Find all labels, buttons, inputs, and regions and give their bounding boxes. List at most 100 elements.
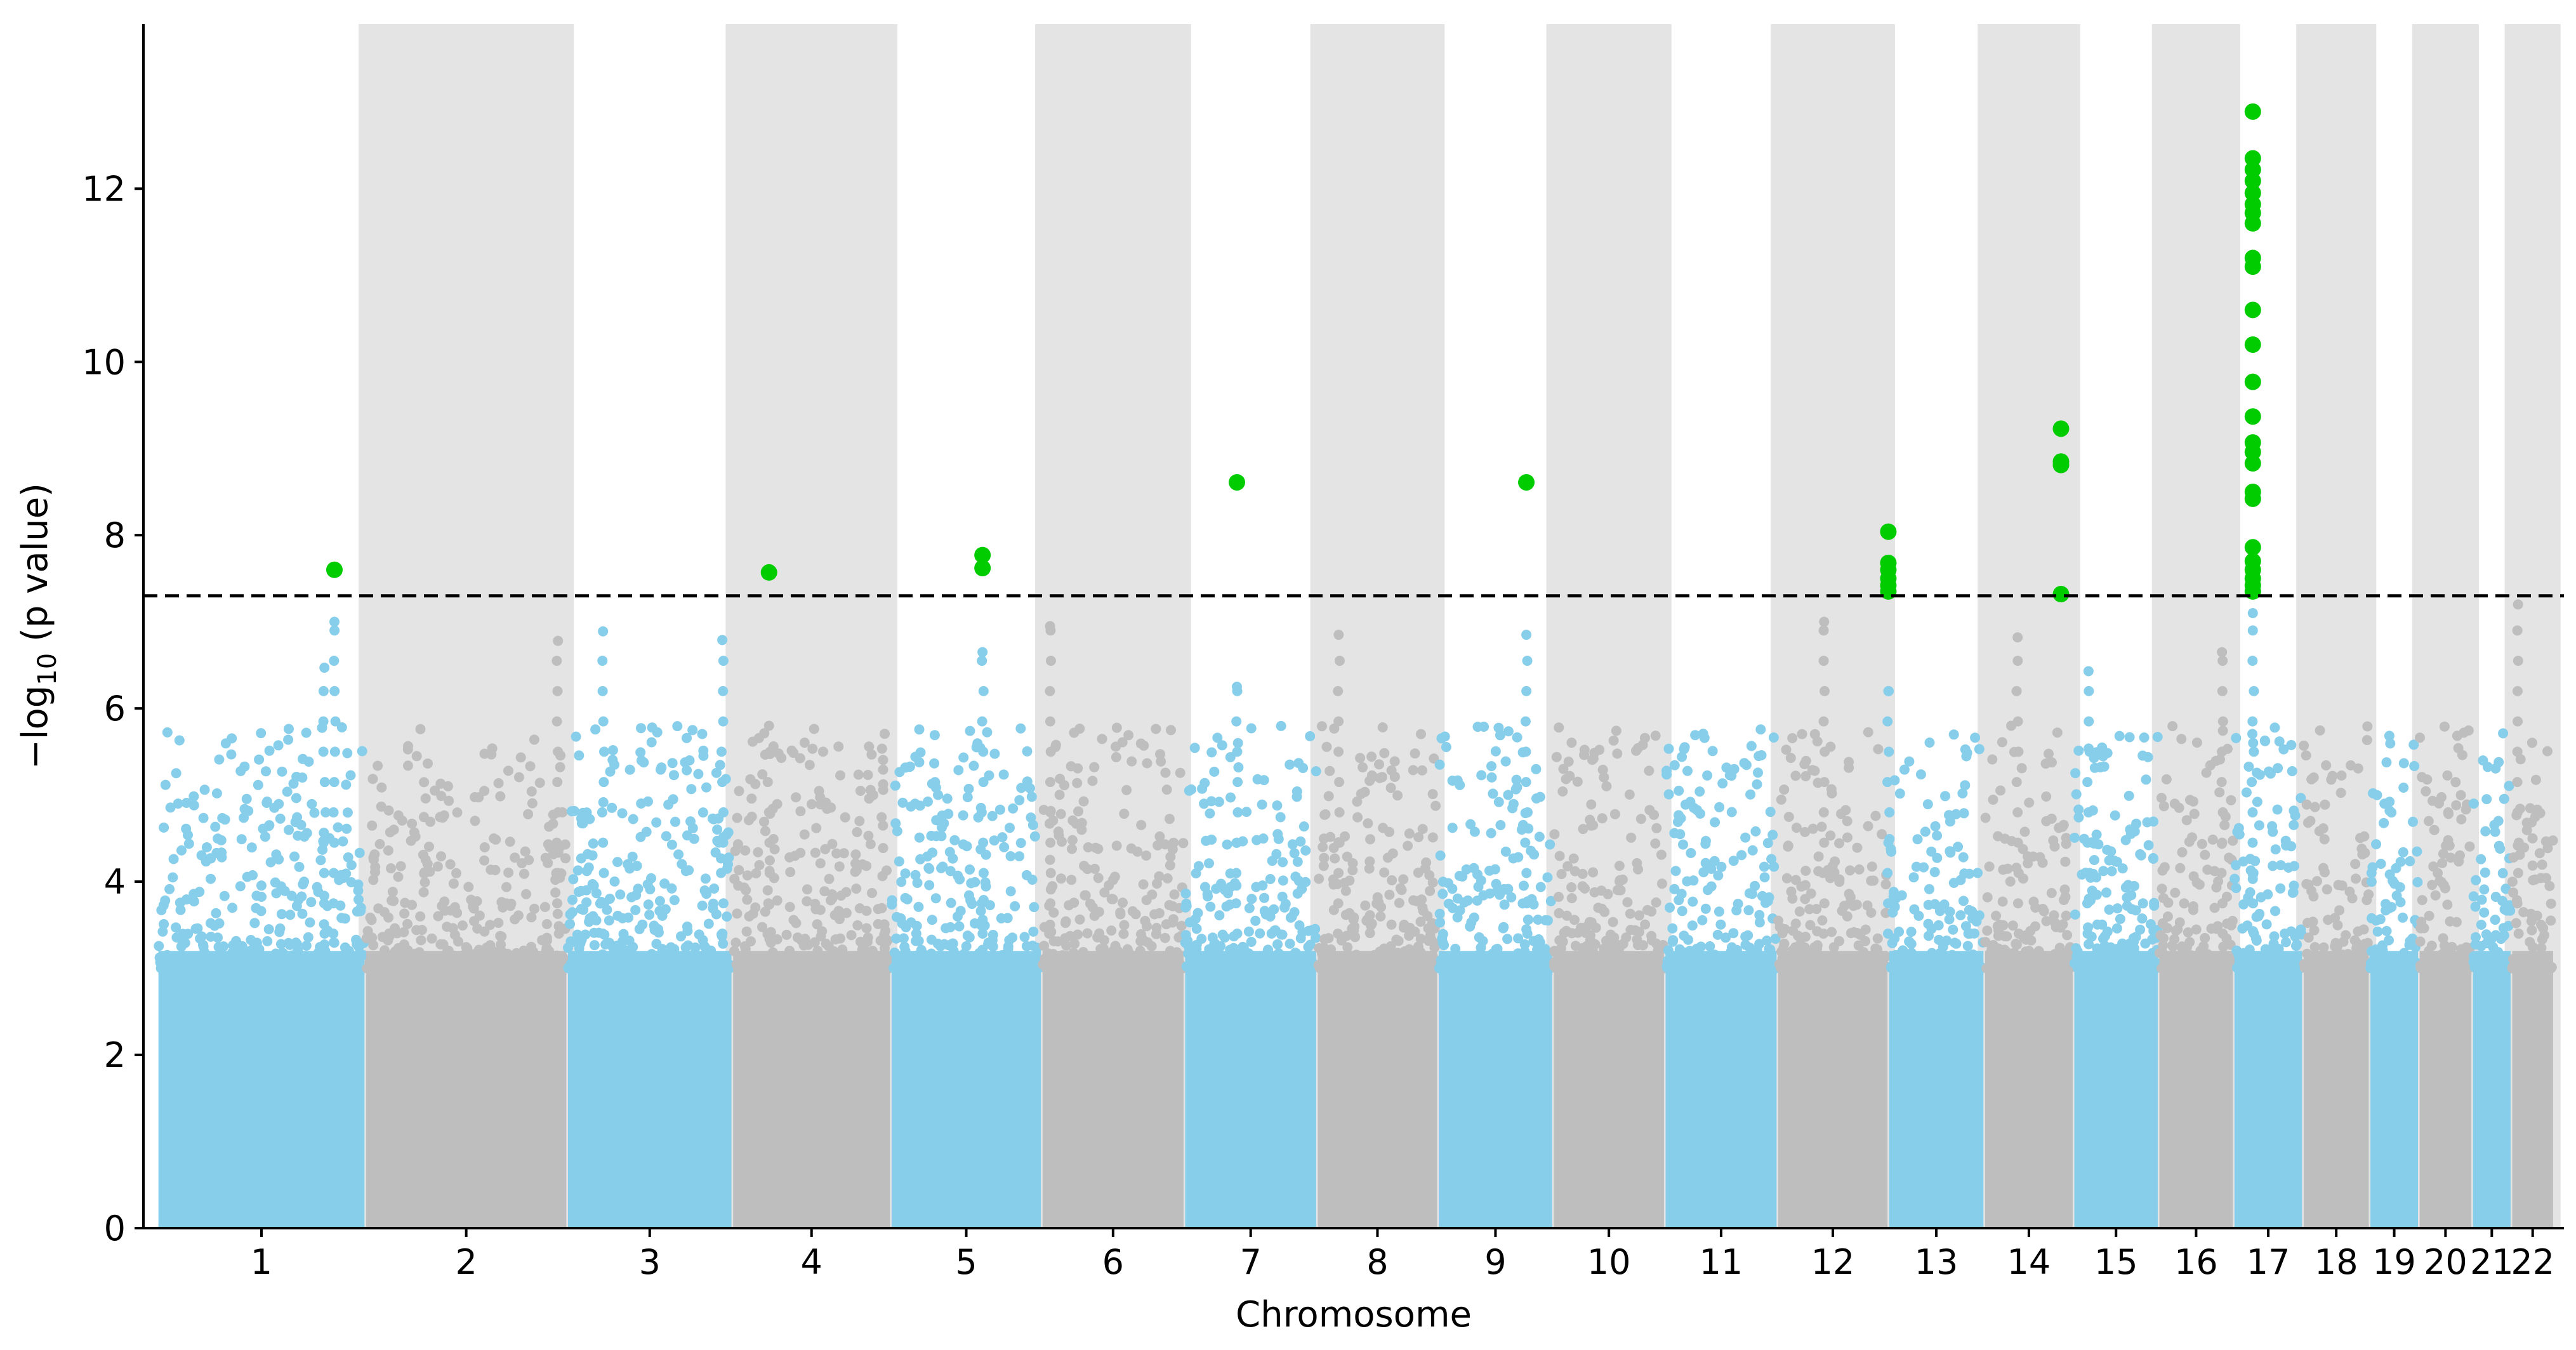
snp-point [2440,951,2450,962]
snp-point [393,810,404,821]
snp-point [982,727,993,738]
snp-point [2468,798,2479,809]
snp-point [2399,948,2410,958]
snp-point [1870,811,1881,821]
snp-point [572,865,583,876]
snp-points [154,599,2558,1228]
snp-point [763,807,774,817]
snp-point [1512,732,1522,743]
snp-point [1523,915,1534,925]
snp-point [407,899,417,910]
snp-point [2498,728,2509,739]
snp-point [997,832,1008,843]
snp-point [235,765,246,776]
snp-point [2236,963,2247,974]
snp-point [2217,928,2228,939]
snp-point [1078,796,1089,807]
snp-point [1637,940,1648,951]
snp-point [1965,928,1976,939]
snp-point [1545,839,1556,850]
snp-point [737,952,748,963]
snp-point [2289,880,2299,891]
snp-point [971,963,982,974]
snp-point [2512,625,2523,636]
snp-point [2092,919,2103,930]
snp-point [1863,727,1873,738]
snp-point [2098,934,2108,944]
snp-point [1955,910,1966,920]
snp-point [1111,722,1122,733]
snp-point [718,938,729,949]
snp-point [834,861,845,872]
x-tick-label: 10 [1587,1242,1631,1282]
snp-point [1142,758,1153,769]
snp-point [523,809,534,819]
snp-point [407,818,418,829]
snp-point [1873,960,1884,971]
snp-point [598,777,609,788]
snp-point [923,863,934,873]
snp-point [817,960,828,971]
snp-point [1745,959,1756,970]
snp-point [452,807,463,818]
snp-point [251,962,261,972]
snp-point [1153,840,1163,850]
snp-point [1535,791,1545,802]
snp-point [2375,962,2386,973]
snp-point [2312,876,2322,887]
snp-point [2055,922,2066,933]
snp-point [216,847,227,858]
snp-point [1167,963,1178,974]
snp-point [563,963,574,974]
snp-point [1588,820,1599,831]
snp-point [1912,834,1923,845]
snp-point [174,735,185,746]
snp-point [1180,937,1191,948]
snp-point [2508,852,2519,863]
snp-cloud-chr-1 [158,951,365,1228]
snp-point [1082,864,1093,875]
snp-point [2444,840,2455,851]
snp-point [2415,732,2425,743]
snp-point [2161,774,2172,784]
snp-point [1291,786,1302,797]
snp-point [634,923,645,934]
snp-point [210,821,221,832]
snp-point [1244,903,1255,913]
snp-point [2163,897,2174,908]
snp-point [415,724,426,734]
snp-point [503,765,513,776]
snp-point [2299,740,2309,751]
snp-point [2041,916,2052,927]
snp-point [2396,961,2407,972]
snp-point [346,860,357,870]
snp-point [879,929,890,940]
snp-point [1252,835,1262,845]
snp-point [1176,920,1187,931]
snp-point [2480,867,2490,878]
snp-point [2438,933,2448,944]
snp-point [1185,961,1196,971]
snp-point [1579,744,1590,755]
snp-point [861,861,872,871]
snp-point [1639,732,1650,743]
snp-point [367,932,378,943]
snp-point [2361,735,2372,745]
snp-point [2398,758,2409,769]
snp-point [2422,774,2433,785]
snp-point [1488,788,1498,799]
snp-point [294,861,305,872]
snp-point [525,761,536,772]
snp-point [1826,927,1837,937]
snp-point [2170,887,2181,898]
snp-point [1180,888,1191,899]
snp-point [1637,951,1648,962]
snp-point [2471,932,2481,943]
snp-cloud-chr-15 [2074,951,2158,1228]
snp-point [1663,789,1674,800]
snp-point [2196,838,2207,849]
snp-point [914,724,925,735]
snp-point [1906,927,1917,937]
snp-point [1635,814,1646,824]
snp-point [1700,836,1711,846]
